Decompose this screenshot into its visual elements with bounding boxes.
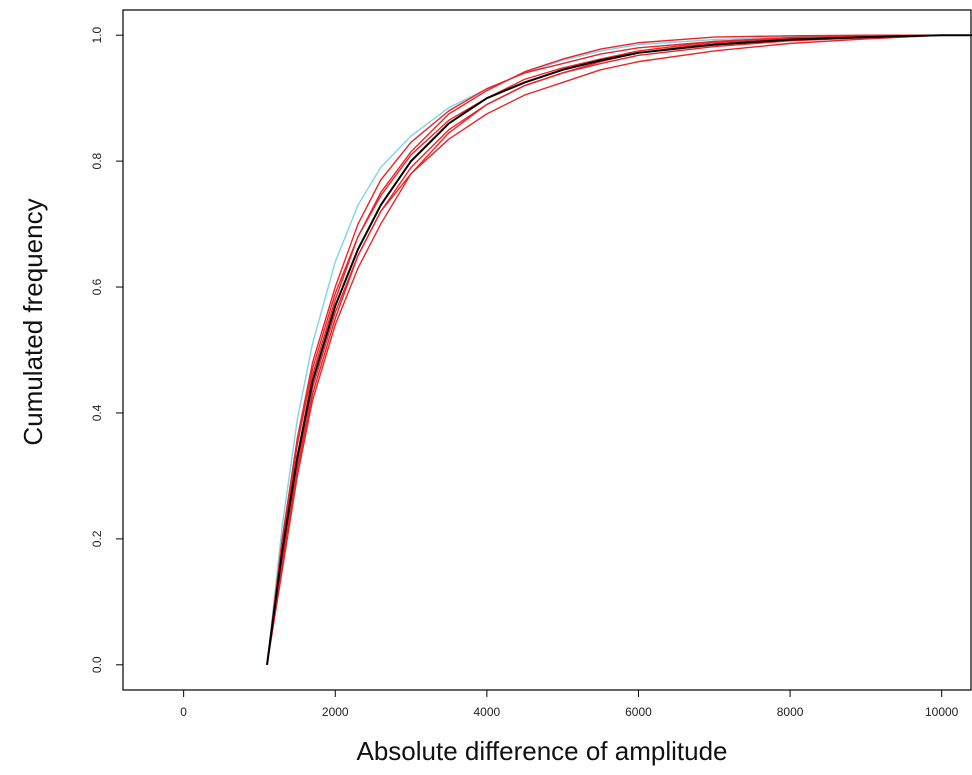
y-tick-label: 0.8 <box>90 152 104 169</box>
series-line-observed-1 <box>266 34 972 665</box>
x-tick-label: 0 <box>180 705 187 719</box>
x-tick-label: 2000 <box>322 705 349 719</box>
x-axis: 0 2000 4000 6000 8000 10000 <box>180 690 959 719</box>
y-tick-label: 0.4 <box>90 404 104 421</box>
y-tick-label: 1.0 <box>90 27 104 44</box>
series-line-simulated-4 <box>266 34 972 665</box>
y-tick-label: 0.2 <box>90 530 104 547</box>
y-axis: 0.0 0.2 0.4 0.6 0.8 1.0 <box>90 27 123 673</box>
series-line-simulated-6 <box>266 34 972 665</box>
y-axis-title: Cumulated frequency <box>18 198 48 445</box>
series-line-simulated-3 <box>266 34 972 665</box>
series-line-simulated-5 <box>266 34 972 665</box>
series-line-highlight-0 <box>266 34 972 665</box>
series-line-simulated-7 <box>266 34 972 665</box>
y-tick-label: 0.0 <box>90 656 104 673</box>
x-tick-label: 10000 <box>925 705 959 719</box>
series-layer <box>266 34 972 665</box>
x-axis-title: Absolute difference of amplitude <box>357 736 728 766</box>
series-line-simulated-2 <box>266 34 972 665</box>
x-tick-label: 6000 <box>625 705 652 719</box>
y-tick-label: 0.6 <box>90 278 104 295</box>
x-tick-label: 4000 <box>474 705 501 719</box>
plot-frame <box>122 9 972 691</box>
x-tick-label: 8000 <box>777 705 804 719</box>
